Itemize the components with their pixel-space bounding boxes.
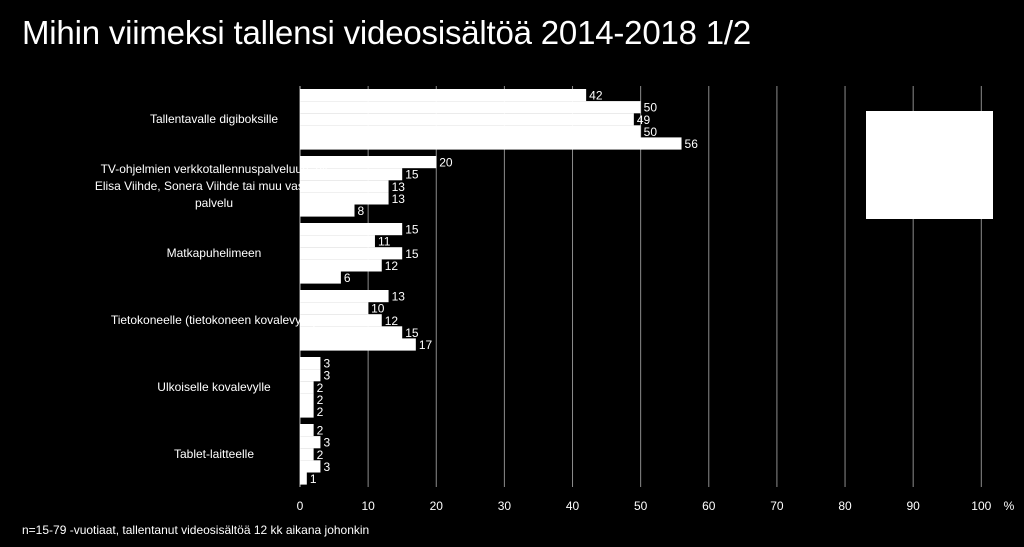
bar <box>300 259 382 272</box>
data-label: 2 <box>317 424 324 438</box>
bar <box>300 314 382 327</box>
x-tick-label: 80 <box>838 499 852 513</box>
data-label: 2 <box>317 393 324 407</box>
bar <box>300 223 403 236</box>
x-tick-label: 0 <box>297 499 304 513</box>
bar <box>300 113 634 126</box>
chart-title: Mihin viimeksi tallensi videosisältöä 20… <box>22 14 752 51</box>
bar <box>300 101 641 114</box>
bar <box>300 156 437 169</box>
data-label: 17 <box>419 338 433 352</box>
data-label: 15 <box>405 247 419 261</box>
data-label: 3 <box>323 460 330 474</box>
bar <box>300 168 403 181</box>
bar <box>300 460 321 473</box>
legend-box <box>866 111 993 219</box>
category-label: Tallentavalle digiboksille <box>150 112 278 126</box>
data-label: 3 <box>323 436 330 450</box>
data-label: 10 <box>371 302 385 316</box>
x-tick-label: 10 <box>361 499 375 513</box>
category-label: Tietokoneelle (tietokoneen kovalevylle) <box>111 313 317 327</box>
bar <box>300 180 389 193</box>
category-label: Matkapuhelimeen <box>167 246 262 260</box>
bar <box>300 405 314 418</box>
category-label: palvelu <box>195 196 233 210</box>
bar <box>300 290 389 303</box>
bar <box>300 472 307 485</box>
data-label: 50 <box>644 125 658 139</box>
bar <box>300 235 375 248</box>
bar <box>300 326 403 339</box>
bar <box>300 381 314 394</box>
bar <box>300 424 314 437</box>
data-label: 3 <box>323 357 330 371</box>
x-tick-label: 20 <box>430 499 444 513</box>
data-label: 15 <box>405 326 419 340</box>
bar <box>300 393 314 406</box>
x-tick-label: 30 <box>498 499 512 513</box>
data-label: 42 <box>589 89 603 103</box>
data-label: 15 <box>405 223 419 237</box>
bar <box>300 302 369 315</box>
bar <box>300 448 314 461</box>
data-label: 15 <box>405 168 419 182</box>
x-axis-unit: % <box>1004 499 1015 513</box>
data-label: 8 <box>358 204 365 218</box>
data-label: 13 <box>392 180 406 194</box>
bar <box>300 125 641 138</box>
x-tick-label: 90 <box>906 499 920 513</box>
category-label: Elisa Viihde, Sonera Viihde tai muu vast… <box>95 179 334 193</box>
bar <box>300 369 321 382</box>
data-label: 12 <box>385 259 399 273</box>
bar <box>300 271 341 284</box>
category-label: Tablet-laitteelle <box>174 447 254 461</box>
category-label: Ulkoiselle kovalevylle <box>157 380 271 394</box>
x-tick-label: 40 <box>566 499 580 513</box>
bar <box>300 204 355 217</box>
data-label: 2 <box>317 381 324 395</box>
data-label: 2 <box>317 405 324 419</box>
x-tick-label: 50 <box>634 499 648 513</box>
data-label: 50 <box>644 101 658 115</box>
bar <box>300 247 403 260</box>
data-label: 11 <box>378 235 391 249</box>
data-label: 56 <box>685 137 699 151</box>
data-label: 3 <box>323 369 330 383</box>
x-tick-label: 60 <box>702 499 716 513</box>
bar <box>300 89 587 102</box>
data-label: 13 <box>392 192 406 206</box>
category-label: TV-ohjelmien verkkotallennuspalveluun, e… <box>101 162 328 176</box>
data-label: 13 <box>392 290 406 304</box>
bar <box>300 137 682 150</box>
data-label: 12 <box>385 314 399 328</box>
data-label: 6 <box>344 271 351 285</box>
bar <box>300 192 389 205</box>
data-label: 49 <box>637 113 651 127</box>
data-label: 2 <box>317 448 324 462</box>
x-tick-label: 100 <box>971 499 991 513</box>
data-label: 20 <box>439 156 453 170</box>
bar <box>300 436 321 449</box>
footnote: n=15-79 -vuotiaat, tallentanut videosisä… <box>22 523 370 537</box>
data-label: 1 <box>310 472 317 486</box>
bar <box>300 338 416 351</box>
x-tick-label: 70 <box>770 499 784 513</box>
bar <box>300 357 321 370</box>
